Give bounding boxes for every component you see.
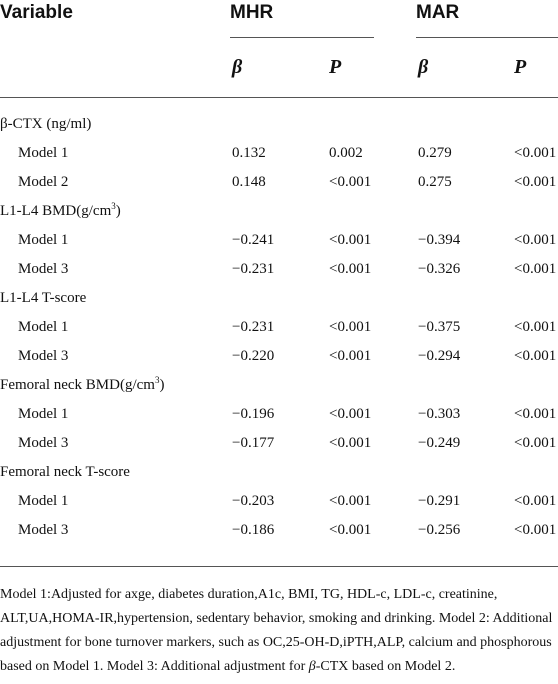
cell-mar-beta: −0.375: [418, 319, 461, 335]
model-label: Model 1: [18, 319, 69, 335]
cell-mar-p: <0.001: [514, 319, 557, 335]
group-label: β-CTX (ng/ml): [0, 116, 92, 132]
model-label: Model 1: [18, 493, 69, 509]
header-mar-beta: β: [418, 56, 429, 78]
cell-mar-p: <0.001: [514, 174, 557, 190]
cell-mar-beta: −0.256: [418, 522, 461, 538]
group-label: L1-L4 T-score: [0, 290, 87, 306]
cell-mar-p: <0.001: [514, 522, 557, 538]
footnote-beta-symbol: β: [308, 659, 316, 674]
cell-mar-beta: −0.294: [418, 348, 461, 364]
cell-mhr-beta: −0.203: [232, 493, 275, 509]
cell-mhr-beta: −0.241: [232, 232, 275, 248]
group-label: Femoral neck T-score: [0, 464, 130, 480]
cell-mhr-p: <0.001: [329, 261, 372, 277]
group-label: Femoral neck BMD(g/cm3): [0, 375, 165, 394]
header-mhr: MHR: [230, 2, 274, 23]
header-mhr-beta: β: [232, 56, 243, 78]
cell-mar-p: <0.001: [514, 406, 557, 422]
cell-mhr-p: <0.001: [329, 319, 372, 335]
cell-mhr-p: <0.001: [329, 174, 372, 190]
header-mhr-p: P: [329, 56, 342, 78]
model-label: Model 1: [18, 145, 69, 161]
footnote-text-1: Model 1:Adjusted for axge, diabetes dura…: [0, 587, 553, 674]
cell-mhr-p: <0.001: [329, 232, 372, 248]
cell-mhr-p: <0.001: [329, 435, 372, 451]
model-label: Model 1: [18, 232, 69, 248]
header-variable: Variable: [0, 2, 73, 23]
cell-mhr-beta: −0.231: [232, 261, 275, 277]
cell-mar-p: <0.001: [514, 145, 557, 161]
cell-mhr-p: 0.002: [329, 145, 363, 161]
header-rule: [0, 97, 558, 98]
bottom-rule: [0, 566, 558, 567]
model-label: Model 3: [18, 435, 69, 451]
cell-mhr-beta: −0.186: [232, 522, 275, 538]
cell-mhr-p: <0.001: [329, 348, 372, 364]
mar-underline: [416, 37, 558, 38]
cell-mar-p: <0.001: [514, 348, 557, 364]
model-label: Model 1: [18, 406, 69, 422]
cell-mar-p: <0.001: [514, 261, 557, 277]
header-mar: MAR: [416, 2, 460, 23]
cell-mar-beta: −0.326: [418, 261, 461, 277]
group-label: L1-L4 BMD(g/cm3): [0, 201, 121, 220]
footnote-text-2: -CTX based on Model 2.: [315, 659, 456, 674]
cell-mhr-beta: −0.196: [232, 406, 275, 422]
header-mar-p: P: [514, 56, 527, 78]
cell-mar-beta: −0.394: [418, 232, 461, 248]
cell-mhr-beta: −0.177: [232, 435, 275, 451]
cell-mar-beta: 0.275: [418, 174, 452, 190]
mhr-underline: [230, 37, 374, 38]
cell-mar-p: <0.001: [514, 435, 557, 451]
cell-mhr-beta: 0.132: [232, 145, 266, 161]
cell-mhr-beta: 0.148: [232, 174, 266, 190]
cell-mar-p: <0.001: [514, 232, 557, 248]
cell-mar-beta: 0.279: [418, 145, 452, 161]
cell-mhr-p: <0.001: [329, 406, 372, 422]
cell-mhr-p: <0.001: [329, 493, 372, 509]
cell-mar-beta: −0.303: [418, 406, 461, 422]
cell-mar-beta: −0.291: [418, 493, 461, 509]
model-label: Model 3: [18, 261, 69, 277]
cell-mar-p: <0.001: [514, 493, 557, 509]
table-footnote: Model 1:Adjusted for axge, diabetes dura…: [0, 583, 556, 679]
model-label: Model 3: [18, 522, 69, 538]
model-label: Model 2: [18, 174, 69, 190]
cell-mhr-beta: −0.231: [232, 319, 275, 335]
cell-mar-beta: −0.249: [418, 435, 461, 451]
cell-mhr-p: <0.001: [329, 522, 372, 538]
model-label: Model 3: [18, 348, 69, 364]
cell-mhr-beta: −0.220: [232, 348, 275, 364]
